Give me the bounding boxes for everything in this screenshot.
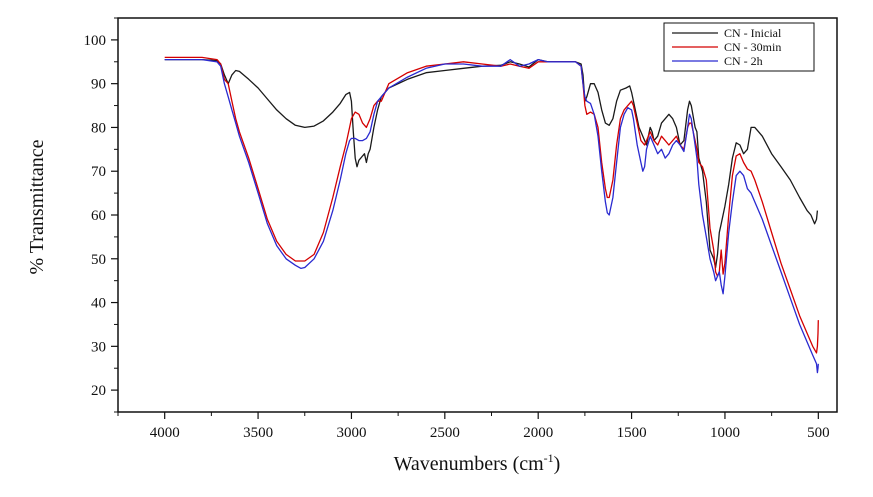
y-tick-label: 90 bbox=[91, 77, 106, 93]
y-tick-label: 40 bbox=[91, 296, 106, 312]
x-tick-label: 1500 bbox=[617, 425, 647, 441]
series-line-2 bbox=[164, 56, 819, 354]
y-tick-label: 70 bbox=[91, 164, 106, 180]
ticks-layer: 4000 3500 3000 2500 2000 1500 1000 500 20 30 40 50 6… bbox=[84, 17, 830, 441]
legend-label: CN - Inicial bbox=[724, 26, 782, 40]
series-layer bbox=[164, 56, 819, 374]
series-line-3 bbox=[164, 58, 819, 374]
y-tick-label: 20 bbox=[91, 383, 106, 399]
x-tick-label: 3500 bbox=[243, 425, 273, 441]
y-tick-label: 60 bbox=[91, 208, 106, 224]
series-line-1 bbox=[164, 58, 819, 269]
y-tick-label: 100 bbox=[84, 33, 107, 49]
y-tick-label: 30 bbox=[91, 339, 106, 355]
legend-label: CN - 30min bbox=[724, 40, 781, 54]
legend-label: CN - 2h bbox=[724, 54, 763, 68]
x-tick-label: 2000 bbox=[523, 425, 553, 441]
x-axis-title-main: Wavenumbers (cm bbox=[394, 453, 544, 475]
x-axis-title-superscript: -1 bbox=[544, 451, 554, 465]
x-axis-title-close: ) bbox=[554, 453, 561, 475]
x-tick-label: 500 bbox=[807, 425, 830, 441]
x-tick-label: 4000 bbox=[150, 425, 180, 441]
x-axis-title: Wavenumbers (cm-1) bbox=[394, 451, 561, 475]
y-axis-title: % Transmittance bbox=[26, 139, 48, 274]
y-tick-label: 80 bbox=[91, 120, 106, 136]
x-tick-label: 3000 bbox=[336, 425, 366, 441]
x-tick-label: 2500 bbox=[430, 425, 460, 441]
y-tick-label: 50 bbox=[91, 252, 106, 268]
x-tick-label: 1000 bbox=[710, 425, 740, 441]
